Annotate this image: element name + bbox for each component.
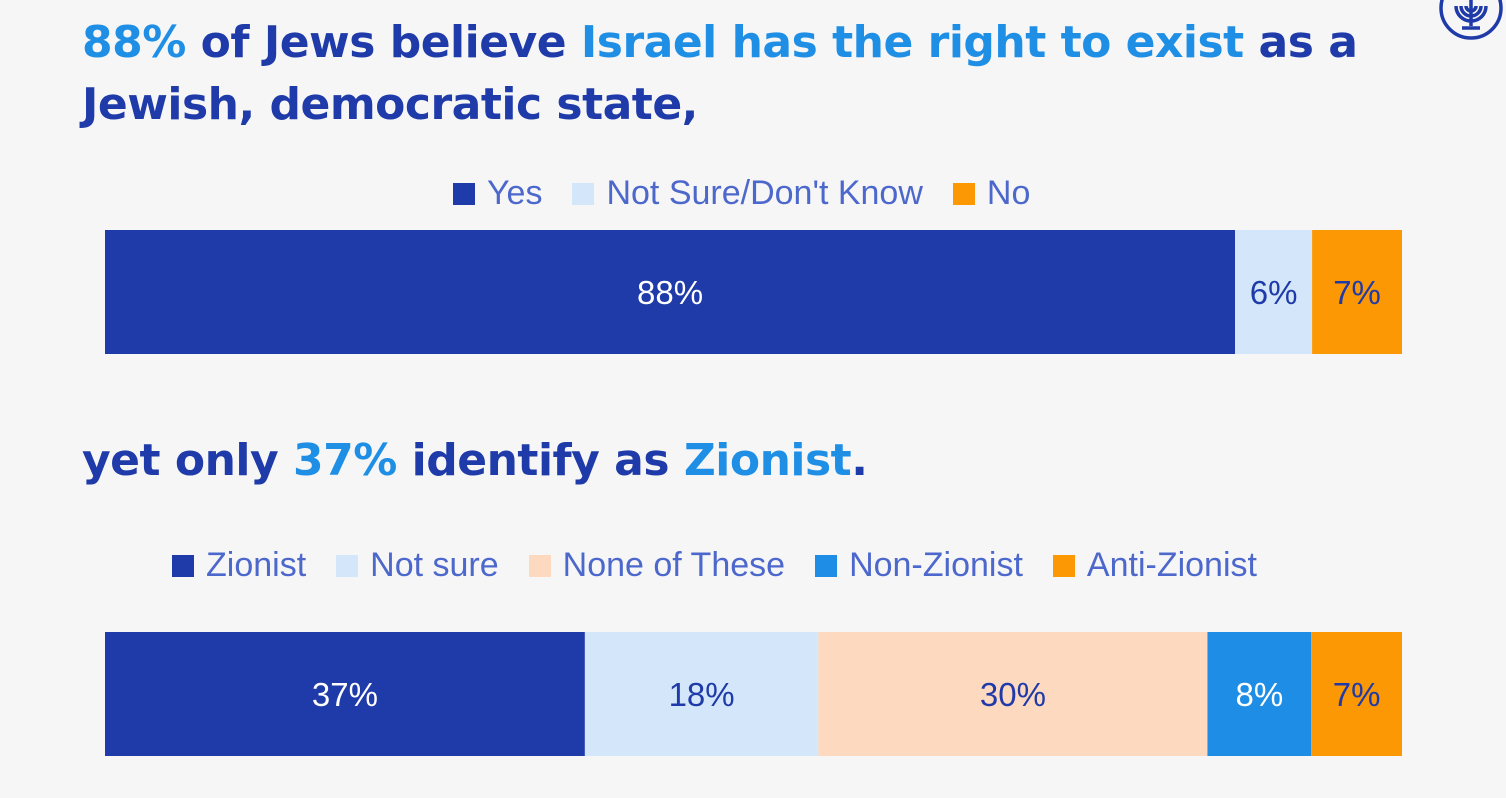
menorah-logo-icon xyxy=(1436,0,1506,50)
bar-segment-yes xyxy=(105,230,1236,354)
legend-item-non-zionist: Non-Zionist xyxy=(815,546,1023,585)
legend-label: Anti-Zionist xyxy=(1086,546,1257,584)
headline-highlight-zionist: Zionist xyxy=(683,435,852,486)
bar-segment-not-sure xyxy=(584,632,819,756)
legend-label: Yes xyxy=(487,174,543,212)
legend-swatch xyxy=(453,182,475,205)
data-label-yes: 88% xyxy=(637,274,703,311)
legend-item-none-of-these: None of These xyxy=(528,546,786,585)
legend-swatch xyxy=(952,182,975,205)
legend-item-yes: Yes xyxy=(453,174,542,213)
legend-label: Not sure xyxy=(370,546,499,584)
headline-highlight-88-percent: 88% xyxy=(82,17,186,68)
legend-label: Zionist xyxy=(206,546,307,584)
legend-label: Non-Zionist xyxy=(849,546,1023,584)
headline-text: of Jews believe xyxy=(185,17,581,68)
data-label-not-sure-don-t-know: 6% xyxy=(1250,274,1298,311)
legend-item-anti-zionist: Anti-Zionist xyxy=(1052,546,1257,585)
legend-zionist-identity: Zionist Not sure None of These Non-Zionist A… xyxy=(172,546,1257,585)
data-label-zionist: 37% xyxy=(312,676,378,713)
bar-segment-not-sure-don-t-know xyxy=(1235,230,1313,354)
legend-swatch xyxy=(1052,554,1075,577)
legend-swatch xyxy=(815,554,838,577)
legend-swatch xyxy=(172,554,194,577)
bar-segment-non-zionist xyxy=(1207,632,1312,756)
bar-segment-anti-zionist xyxy=(1311,632,1402,756)
legend-item-not-sure: Not sure xyxy=(336,546,499,585)
data-label-no: 7% xyxy=(1333,274,1381,311)
headline-text: . xyxy=(851,435,868,486)
legend-label: None of These xyxy=(562,546,786,584)
legend-label: Not Sure/Don't Know xyxy=(606,174,923,212)
bar-segment-none-of-these xyxy=(818,632,1208,756)
bar-segment-zionist xyxy=(105,632,585,756)
headline-text: yet only xyxy=(82,435,294,486)
data-label-anti-zionist: 7% xyxy=(1333,676,1381,713)
headline-zionist-identity: yet only 37% identify as Zionist. xyxy=(82,430,868,492)
stacked-bar-zionist-identity: 37% 18% 30% 8% 7% xyxy=(105,632,1402,756)
headline-highlight-right-to-exist: Israel has the right to exist xyxy=(580,17,1244,68)
legend-item-zionist: Zionist xyxy=(172,546,306,585)
stacked-bar-right-to-exist: 88% 6% 7% xyxy=(105,230,1402,354)
headline-highlight-37-percent: 37% xyxy=(293,435,397,486)
headline-israel-right-to-exist: 88% of Jews believe Israel has the right… xyxy=(82,12,1382,136)
legend-swatch xyxy=(336,554,359,577)
legend-item-not-sure-don-t-know: Not Sure/Don't Know xyxy=(572,174,923,213)
headline-text: as a Jewish, democratic state, xyxy=(82,17,1358,130)
legend-swatch xyxy=(528,554,551,577)
headline-text: identify as xyxy=(396,435,684,486)
legend-right-to-exist: Yes Not Sure/Don't Know No xyxy=(453,174,1030,213)
data-label-not-sure: 18% xyxy=(669,676,735,713)
legend-item-no: No xyxy=(952,174,1031,213)
legend-swatch xyxy=(572,182,595,205)
data-label-none-of-these: 30% xyxy=(980,676,1046,713)
bar-segment-no xyxy=(1312,230,1402,354)
data-label-non-zionist: 8% xyxy=(1235,676,1283,713)
legend-label: No xyxy=(986,174,1031,212)
